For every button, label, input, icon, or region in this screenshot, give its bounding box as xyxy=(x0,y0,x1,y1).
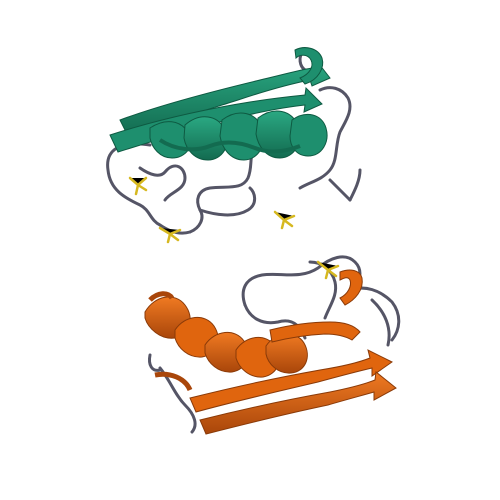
chain-b-helix xyxy=(144,291,308,392)
chain-a-strand-3 xyxy=(294,47,324,85)
chain-b-coils xyxy=(148,255,401,434)
chain-b-strand-1 xyxy=(189,349,393,413)
chain-a xyxy=(106,47,362,244)
chain-b xyxy=(144,255,401,435)
ligand-1 xyxy=(128,176,148,196)
chain-b-strand-2 xyxy=(199,371,397,435)
ligand-4 xyxy=(316,260,340,280)
chain-b-strand-3 xyxy=(269,321,361,343)
ligand-2 xyxy=(158,226,182,244)
chain-b-strand-4 xyxy=(339,269,363,306)
chain-a-helix xyxy=(149,110,328,161)
ligand-3 xyxy=(273,210,296,230)
